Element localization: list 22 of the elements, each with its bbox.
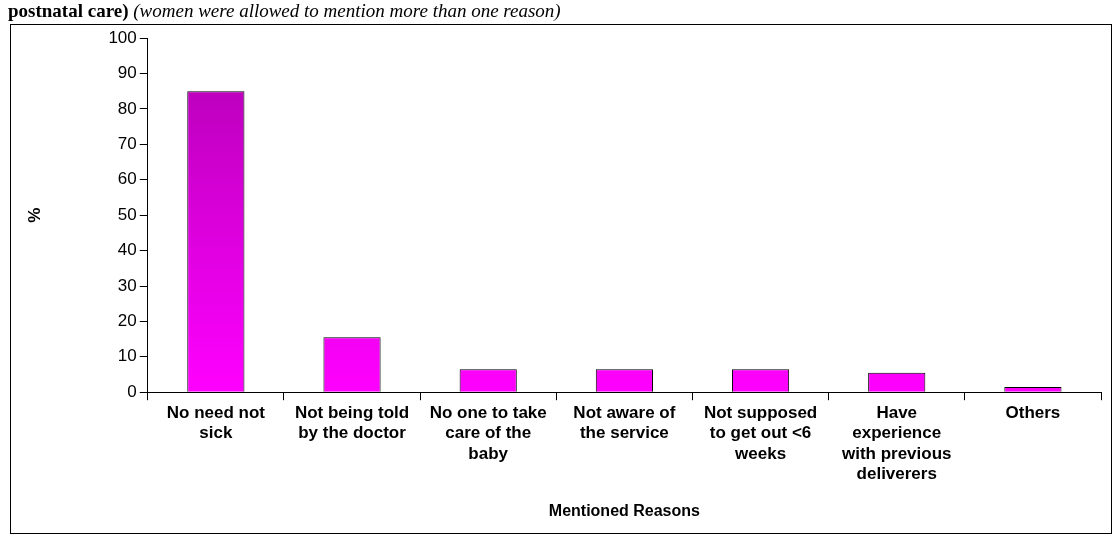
y-tick-label: 30 [117,275,137,295]
y-tick-label: 100 [108,27,137,47]
y-tick-label: 70 [117,134,137,154]
y-axis-title: % [24,207,44,223]
y-tick-label: 90 [117,63,137,83]
x-tick-label: Have experience with previous deliverers [840,403,952,484]
chart-title: postnatal care) [8,0,129,21]
y-tick-label: 60 [117,169,137,189]
x-tick-label: Others [1005,403,1061,423]
y-tick-label: 80 [117,98,137,118]
y-tick-label: 10 [117,346,137,366]
y-tick-label: 50 [117,204,137,224]
x-tick-label: Not being told by the doctor [294,403,410,443]
x-tick-label: Not aware of the service [573,403,676,443]
y-tick-label: 0 [127,381,137,401]
x-tick-label: No need not sick [166,403,266,443]
y-tick-label: 20 [117,311,137,331]
x-tick-label: No one to take care of the baby [429,403,547,463]
x-tick-label: Not supposed to get out <6 weeks [703,403,818,463]
chart-subtitle: (women were allowed to mention more than one reason) [133,0,561,21]
y-tick-label: 40 [117,240,137,260]
x-axis-title: Mentioned Reasons [548,501,701,519]
